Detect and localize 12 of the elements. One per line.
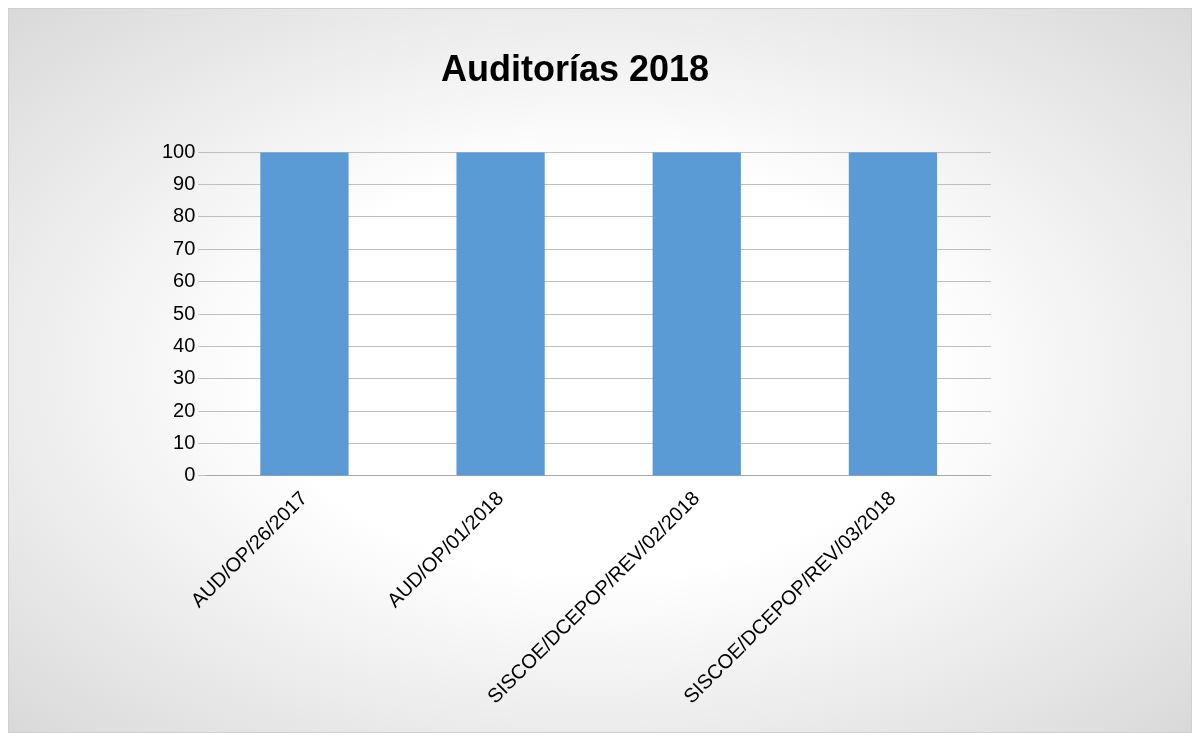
y-tick-label: 0 [184,463,196,486]
y-tick-label: 20 [173,398,196,421]
y-tick-label: 60 [173,269,196,292]
y-tick-label: 50 [173,301,196,324]
y-tick-label: 10 [173,431,196,454]
chart-title: Auditorías 2018 [440,47,710,89]
y-tick-label: 90 [173,172,196,195]
y-tick-label: 30 [173,366,196,389]
y-tick-label: 100 [161,139,196,162]
y-tick-label: 80 [173,204,196,227]
y-tick-label: 70 [173,236,196,259]
y-tick-label: 40 [173,333,196,356]
